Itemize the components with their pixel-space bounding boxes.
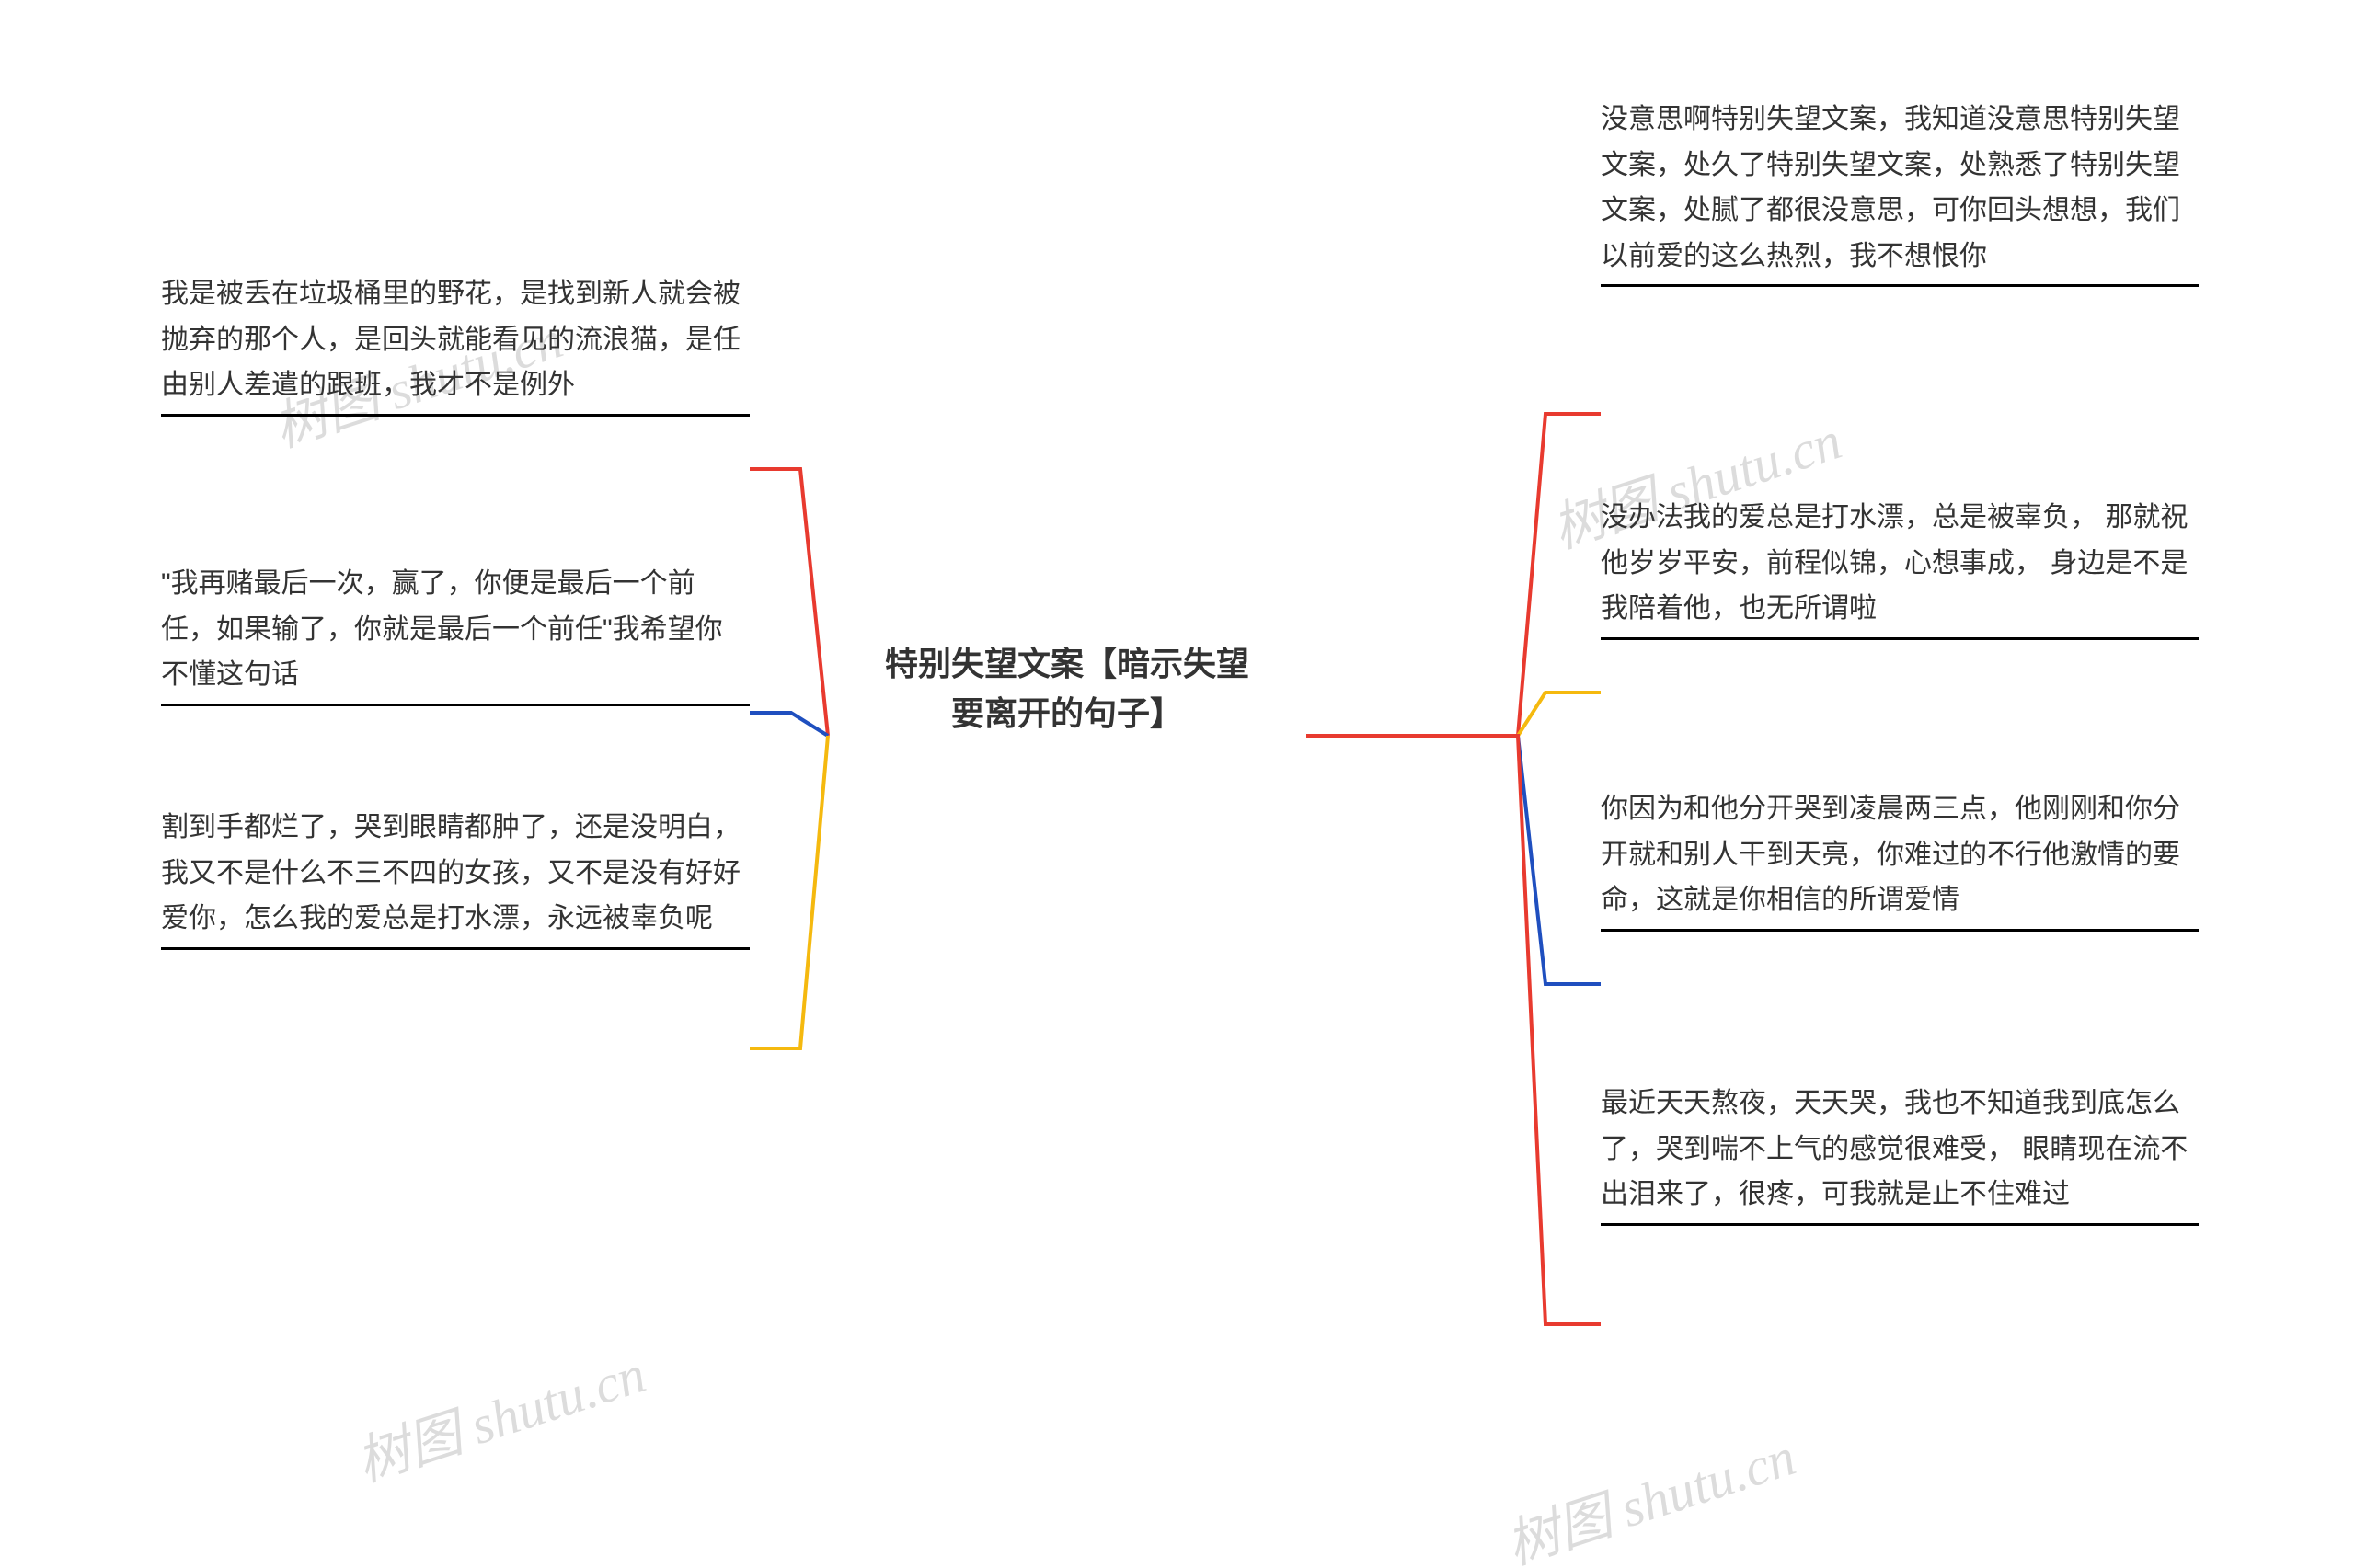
center-node: 特别失望文案【暗示失望 要离开的句子】: [828, 639, 1306, 738]
watermark: 树图 shutu.cn: [345, 1331, 653, 1496]
branch-r1: 没意思啊特别失望文案，我知道没意思特别失望文案，处久了特别失望文案，处熟悉了特别…: [1601, 97, 2199, 287]
branch-l1: 我是被丢在垃圾桶里的野花，是找到新人就会被抛弃的那个人，是回头就能看见的流浪猫，…: [161, 271, 750, 417]
center-line1: 特别失望文案【暗示失望: [828, 639, 1306, 689]
watermark: 树图 shutu.cn: [1495, 1413, 1803, 1568]
center-line2: 要离开的句子】: [828, 689, 1306, 738]
branch-l3: 割到手都烂了，哭到眼睛都肿了，还是没明白，我又不是什么不三不四的女孩，又不是没有…: [161, 805, 750, 950]
branch-r4: 最近天天熬夜，天天哭，我也不知道我到底怎么了，哭到喘不上气的感觉很难受， 眼睛现…: [1601, 1081, 2199, 1226]
branch-r3: 你因为和他分开哭到凌晨两三点，他刚刚和你分开就和别人干到天亮，你难过的不行他激情…: [1601, 786, 2199, 932]
branch-r2: 没办法我的爱总是打水漂，总是被辜负， 那就祝他岁岁平安，前程似锦，心想事成， 身…: [1601, 495, 2199, 640]
branch-l2: "我再赌最后一次，赢了，你便是最后一个前任，如果输了，你就是最后一个前任"我希望…: [161, 561, 750, 706]
